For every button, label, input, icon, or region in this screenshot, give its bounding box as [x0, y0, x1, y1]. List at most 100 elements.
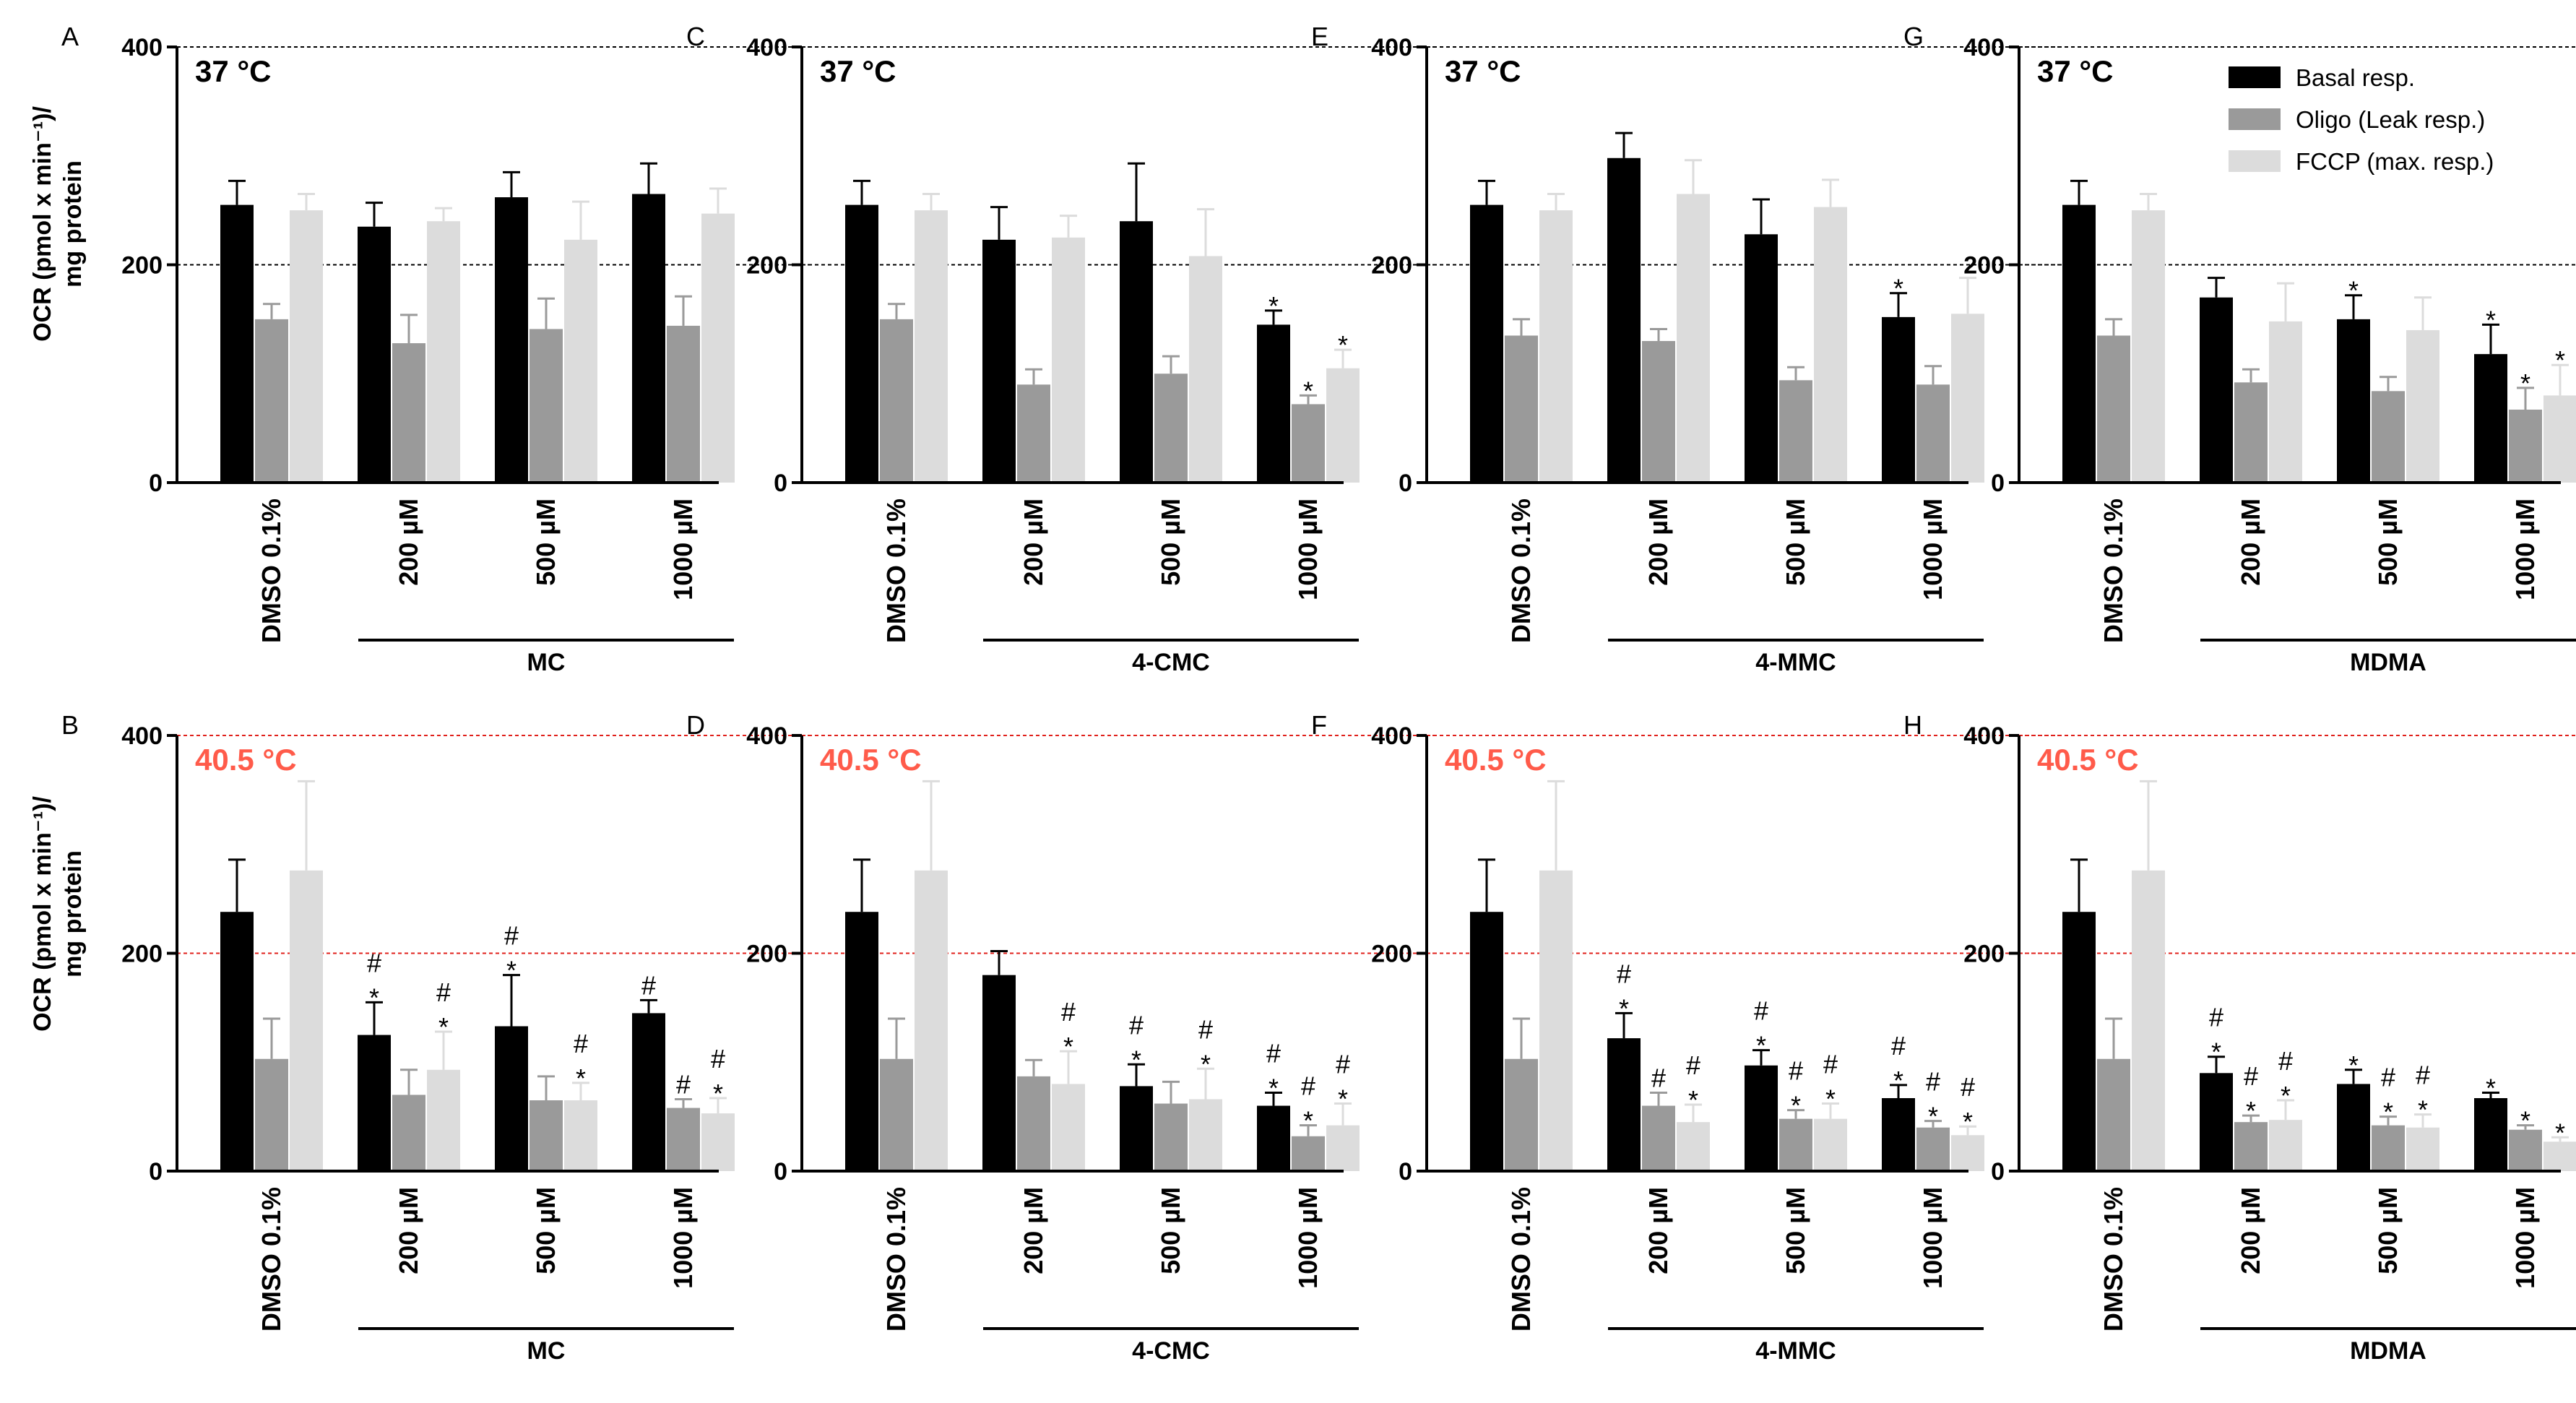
- bar-200M-series3: [2269, 1120, 2302, 1171]
- bar-500M-series2: [530, 1100, 563, 1171]
- significance-hash: #: [2381, 1063, 2395, 1092]
- bar-DMSO01-series3: [1539, 210, 1573, 483]
- temperature-label: 40.5 °C: [195, 743, 297, 777]
- temperature-label: 37 °C: [195, 54, 272, 88]
- y-tick-label: 200: [746, 252, 787, 280]
- bar-500M-series2: [2372, 391, 2405, 483]
- bar-500M-series3: [1814, 207, 1847, 483]
- category-label: 1000 µM: [1293, 1187, 1323, 1289]
- bar-DMSO01-series1: [220, 912, 254, 1171]
- compound-label: 4-MMC: [1755, 649, 1836, 676]
- bar-DMSO01-series3: [290, 870, 323, 1171]
- compound-label: 4-CMC: [1132, 1337, 1210, 1365]
- significance-hash: #: [2244, 1061, 2258, 1091]
- bar-1000M-series1: [1882, 316, 1915, 483]
- panel-D: D 0 200 400 40.5 °C * # * # * # * # * # * # DMSO 0.1% 200 …: [686, 710, 1438, 1365]
- bar-200M-series2: [2234, 382, 2268, 483]
- temperature-label: 40.5 °C: [2037, 743, 2139, 777]
- bar-DMSO01-series2: [2097, 335, 2130, 483]
- y-tick-label: 400: [746, 722, 787, 750]
- legend-label: FCCP (max. resp.): [2296, 148, 2494, 175]
- bar-DMSO01-series2: [1505, 1058, 1538, 1171]
- significance-star: *: [1688, 1085, 1698, 1115]
- bar-DMSO01-series3: [915, 210, 948, 483]
- category-label: 500 µM: [531, 1187, 561, 1274]
- panel-E: E 0 200 400 37 °C * DMSO 0.1% 200 µM 500 µM 1000 …: [1311, 22, 2062, 676]
- y-tick-label: 200: [746, 941, 787, 968]
- category-label: 1000 µM: [2510, 498, 2540, 600]
- significance-hash: #: [1823, 1050, 1838, 1079]
- bar-500M-series3: [2406, 329, 2439, 483]
- bar-DMSO01-series1: [2062, 912, 2096, 1171]
- bar-200M-series3: [1052, 1084, 1085, 1171]
- category-label: 500 µM: [1156, 498, 1185, 586]
- panel-F: F 0 200 400 40.5 °C * # # * # * # * # * # * # * # * # DMSO 0.1…: [1311, 710, 2062, 1365]
- bar-500M-series2: [1154, 374, 1188, 483]
- significance-star: *: [1268, 291, 1279, 321]
- bar-1000M-series2: [1292, 404, 1325, 483]
- legend-swatch: [2229, 108, 2281, 130]
- bar-200M-series2: [392, 1095, 425, 1171]
- bar-500M-series2: [2372, 1125, 2405, 1171]
- panel-G: G 0 200 400 37 °C * * * * DMSO 0.1% 200 µM 500 µM 10…: [1903, 22, 2576, 676]
- significance-hash: #: [504, 921, 519, 951]
- bar-DMSO01-series3: [915, 870, 948, 1171]
- bar-DMSO01-series3: [2132, 870, 2165, 1171]
- bar-200M-series2: [1642, 1105, 1675, 1171]
- bar-200M-series1: [2200, 1073, 2233, 1171]
- significance-hash: #: [1961, 1072, 1975, 1102]
- significance-star: *: [1791, 1091, 1801, 1121]
- bar-500M-series3: [564, 1100, 597, 1171]
- bar-500M-series2: [1779, 380, 1812, 483]
- bar-200M-series1: [358, 1035, 391, 1171]
- significance-star: *: [438, 1012, 449, 1042]
- category-label: 500 µM: [531, 498, 561, 586]
- significance-hash: #: [711, 1044, 725, 1074]
- category-label: 200 µM: [1019, 1187, 1048, 1274]
- y-axis-label-bottom-line2: mg protein: [59, 850, 87, 977]
- bar-200M-series1: [2200, 297, 2233, 483]
- significance-star: *: [1338, 330, 1348, 360]
- bar-1000M-series1: [632, 194, 665, 483]
- bar-500M-series3: [564, 239, 597, 483]
- bar-500M-series1: [495, 1026, 528, 1171]
- significance-star: *: [1893, 1066, 1903, 1095]
- bar-1000M-series1: [1882, 1097, 1915, 1171]
- y-axis-label-bottom-line1: OCR (pmol x min⁻¹)/: [29, 796, 56, 1032]
- panel-letter: C: [686, 22, 705, 51]
- significance-star: *: [2555, 345, 2565, 375]
- significance-hash: #: [676, 1070, 691, 1100]
- significance-hash: #: [1061, 997, 1076, 1027]
- significance-hash: #: [2278, 1046, 2293, 1076]
- significance-star: *: [1131, 1045, 1141, 1074]
- bar-1000M-series3: [1326, 368, 1360, 483]
- category-label: DMSO 0.1%: [2099, 1187, 2128, 1331]
- significance-star: *: [713, 1079, 723, 1108]
- significance-hash: #: [1617, 959, 1631, 988]
- panel-letter: E: [1311, 22, 1328, 51]
- bar-1000M-series3: [701, 213, 735, 483]
- bar-500M-series1: [2337, 319, 2370, 483]
- category-label: 1000 µM: [1918, 498, 1948, 600]
- compound-label: MDMA: [2350, 649, 2426, 676]
- significance-hash: #: [1926, 1067, 1940, 1097]
- significance-star: *: [2348, 276, 2359, 306]
- category-label: 200 µM: [394, 1187, 423, 1274]
- y-tick-label: 0: [1399, 1158, 1412, 1186]
- significance-star: *: [1338, 1084, 1348, 1114]
- y-tick-label: 400: [1963, 722, 2005, 750]
- category-label: DMSO 0.1%: [256, 498, 286, 643]
- category-label: 500 µM: [2373, 498, 2403, 586]
- bar-200M-series3: [427, 1069, 460, 1171]
- significance-star: *: [2348, 1050, 2359, 1080]
- y-tick-label: 200: [1963, 941, 2005, 968]
- significance-star: *: [506, 956, 517, 985]
- significance-star: *: [1756, 1031, 1766, 1061]
- significance-star: *: [2246, 1096, 2256, 1126]
- bar-200M-series3: [1677, 1122, 1710, 1171]
- bar-DMSO01-series2: [1505, 335, 1538, 483]
- panel-letter: B: [61, 710, 79, 740]
- bar-500M-series1: [495, 197, 528, 483]
- category-label: DMSO 0.1%: [1506, 1187, 1536, 1331]
- category-label: 500 µM: [1156, 1187, 1185, 1274]
